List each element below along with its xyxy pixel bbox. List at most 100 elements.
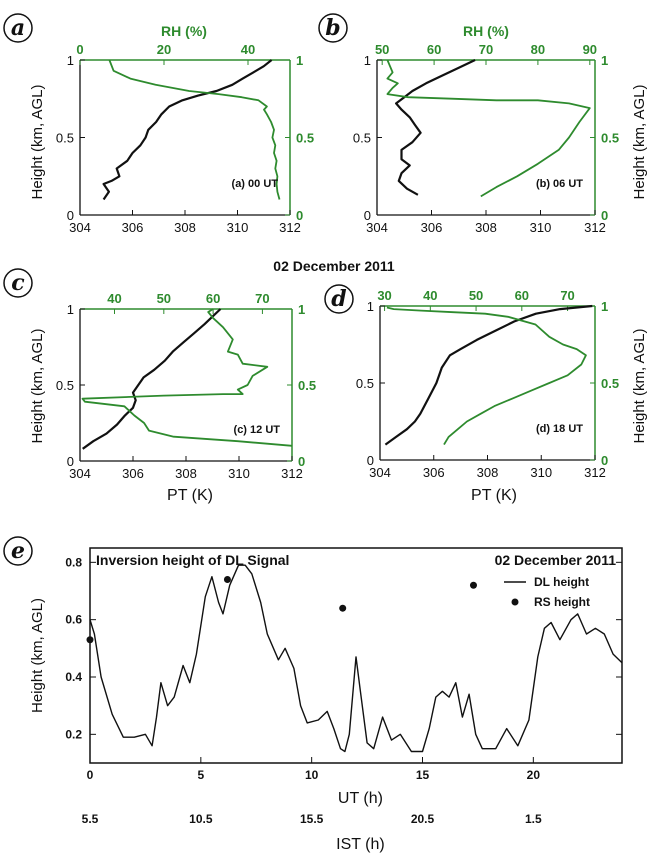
pt-tick-label: 312 — [281, 466, 303, 481]
height-tick-label: 0 — [364, 208, 371, 223]
dl-height-line — [89, 564, 623, 753]
right-height-tick-label: 1 — [296, 53, 303, 68]
rh-tick-label: 80 — [531, 42, 545, 57]
rh-tick-label: 70 — [560, 288, 574, 303]
rh-label-b: RH (%) — [463, 23, 509, 39]
ist-tick-label: 15.5 — [300, 812, 324, 826]
rh-profile-line — [386, 59, 591, 198]
right-height-tick-label: 0 — [601, 453, 608, 468]
ist-tick-label: 10.5 — [189, 812, 213, 826]
height-tick-label: 0.5 — [56, 378, 74, 393]
pt-tick-label: 304 — [69, 220, 91, 235]
pt-tick-label: 306 — [122, 466, 144, 481]
right-height-tick-label: 1 — [601, 299, 608, 314]
height-ylabel-c: Height (km, AGL) — [29, 328, 46, 443]
right-height-tick-label: 0.5 — [298, 378, 316, 393]
pt-tick-label: 304 — [69, 466, 91, 481]
height-tick-label: 1 — [67, 302, 74, 317]
pt-profile-line — [384, 304, 593, 446]
pt-xlabel-d: PT (K) — [471, 487, 517, 504]
rh-label-a: RH (%) — [161, 23, 207, 39]
panel-time-label: (d) 18 UT — [536, 423, 583, 435]
height-tick-label: 1 — [67, 53, 74, 68]
panel-time-label: (c) 12 UT — [234, 424, 281, 436]
rh-profile-line — [81, 308, 293, 447]
legend-dl-label: DL height — [534, 575, 589, 589]
right-height-tick-label: 0 — [296, 208, 303, 223]
panel-c: 304 306 308 310 312 40 50 60 70 0 0.5 1 0 0.5 1 (c) 12 … — [56, 291, 316, 481]
ist-tick-label: 5.5 — [82, 812, 99, 826]
panel-b: 304 306 308 310 312 50 60 70 80 90 0 0.5 1 0 0.5 1 (b) 0… — [353, 42, 619, 235]
right-height-tick-label: 0 — [298, 454, 305, 469]
panel-time-label: (b) 06 UT — [536, 178, 583, 190]
rh-tick-label: 40 — [107, 291, 121, 306]
pt-tick-label: 304 — [366, 220, 388, 235]
pt-tick-label: 306 — [421, 220, 443, 235]
panel-d: 304 306 308 310 312 30 40 50 60 70 0 0.5 1 0 0.5 1 (d) 1… — [356, 288, 619, 480]
ist-tick-label: 1.5 — [525, 812, 542, 826]
pt-tick-label: 310 — [530, 220, 552, 235]
frame — [89, 547, 623, 764]
pt-tick-label: 306 — [423, 465, 445, 480]
x-tick-label: 15 — [416, 768, 430, 782]
height-tick-label: 0 — [67, 454, 74, 469]
height-tick-label: 0.5 — [56, 131, 74, 146]
height-ylabel-e: Height (km, AGL) — [29, 598, 46, 713]
rh-tick-label: 0 — [76, 42, 83, 57]
rh-tick-label: 50 — [157, 291, 171, 306]
rh-profile-line — [108, 59, 281, 200]
svg-text:d: d — [331, 286, 346, 312]
height-ylabel-b: Height (km, AGL) — [631, 84, 648, 199]
pt-tick-label: 312 — [584, 465, 606, 480]
pt-xlabel-c: PT (K) — [167, 487, 213, 504]
right-height-tick-label: 1 — [298, 302, 305, 317]
panel-c-circle: c — [3, 268, 33, 298]
rh-tick-label: 60 — [515, 288, 529, 303]
rh-tick-label: 50 — [469, 288, 483, 303]
rh-tick-label: 70 — [255, 291, 269, 306]
pt-tick-label: 310 — [530, 465, 552, 480]
chart-title: Inversion height of DL Signal — [96, 552, 289, 568]
ist-tick-label: 20.5 — [411, 812, 435, 826]
height-tick-label: 1 — [367, 299, 374, 314]
rh-tick-label: 40 — [423, 288, 437, 303]
pt-tick-label: 308 — [477, 465, 499, 480]
panel-e: Height (km, AGL) 0.2 0.4 0.6 0.8 0 5 10 15 20 UT (… — [29, 547, 623, 853]
ist-xlabel: IST (h) — [336, 836, 385, 853]
legend-rs-label: RS height — [534, 595, 590, 609]
x-tick-label: 10 — [305, 768, 319, 782]
right-height-tick-label: 0 — [601, 208, 608, 223]
rs-height-point — [469, 581, 477, 589]
pt-tick-label: 310 — [228, 466, 250, 481]
rh-tick-label: 60 — [427, 42, 441, 57]
panel-time-label: (a) 00 UT — [232, 178, 279, 190]
height-tick-label: 0.5 — [356, 376, 374, 391]
pt-tick-label: 312 — [584, 220, 606, 235]
rh-tick-label: 40 — [241, 42, 255, 57]
panel-d-circle: d — [324, 284, 354, 314]
y-tick-label: 0.6 — [65, 613, 82, 627]
legend-rs-swatch — [511, 598, 519, 606]
right-height-tick-label: 0.5 — [601, 376, 619, 391]
x-tick-label: 5 — [197, 768, 204, 782]
pt-tick-label: 308 — [175, 466, 197, 481]
y-tick-label: 0.8 — [65, 555, 82, 569]
panel-a-circle: a — [3, 13, 33, 43]
height-ylabel-d: Height (km, AGL) — [631, 328, 648, 443]
pt-profile-line — [102, 59, 273, 201]
ut-xlabel: UT (h) — [338, 790, 383, 807]
pt-tick-label: 304 — [369, 465, 391, 480]
rh-tick-label: 50 — [375, 42, 389, 57]
panel-b-circle: b — [318, 13, 348, 43]
pt-profile-line — [395, 59, 476, 196]
rh-tick-label: 30 — [377, 288, 391, 303]
right-height-tick-label: 0.5 — [601, 131, 619, 146]
x-tick-label: 20 — [527, 768, 541, 782]
height-tick-label: 0 — [67, 208, 74, 223]
rs-height-point — [339, 604, 347, 612]
rh-tick-label: 20 — [157, 42, 171, 57]
rh-tick-label: 70 — [479, 42, 493, 57]
panel-e-circle: e — [3, 536, 33, 566]
pt-tick-label: 308 — [475, 220, 497, 235]
